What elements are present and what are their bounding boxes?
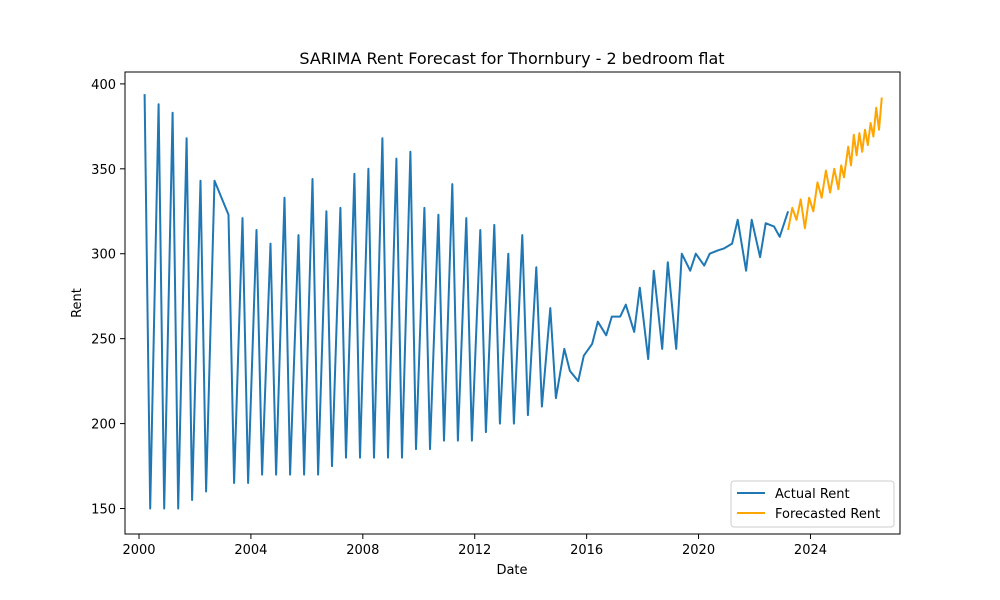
x-tick-label: 2012	[458, 543, 491, 558]
legend-label-forecasted-rent: Forecasted Rent	[775, 507, 880, 522]
y-axis: 150 200 250 300 350 400	[91, 78, 125, 518]
x-tick-label: 2016	[570, 543, 603, 558]
series-line-actual-rent	[143, 94, 790, 510]
y-axis-title: Rent	[70, 288, 85, 318]
x-tick-label: 2000	[122, 543, 155, 558]
x-axis-title: Date	[496, 563, 527, 578]
y-tick-label: 300	[91, 248, 116, 263]
y-tick-label: 400	[91, 78, 116, 93]
y-tick-label: 350	[91, 163, 116, 178]
plot-area-frame	[124, 71, 901, 535]
y-tick-label: 200	[91, 418, 116, 433]
legend-box	[730, 480, 895, 528]
series-lines	[143, 94, 883, 510]
x-tick-label: 2020	[682, 543, 715, 558]
y-tick-label: 150	[91, 503, 116, 518]
chart-title: SARIMA Rent Forecast for Thornbury - 2 b…	[299, 49, 724, 68]
x-tick-label: 2008	[346, 543, 379, 558]
legend-label-actual-rent: Actual Rent	[775, 487, 850, 502]
x-tick-label: 2024	[794, 543, 827, 558]
x-tick-label: 2004	[234, 543, 267, 558]
y-tick-label: 250	[91, 333, 116, 348]
series-line-forecasted-rent	[787, 97, 883, 231]
legend: Actual Rent Forecasted Rent	[730, 480, 895, 528]
x-axis: 2000 2004 2008 2012 2016 2020 2024	[122, 534, 827, 558]
